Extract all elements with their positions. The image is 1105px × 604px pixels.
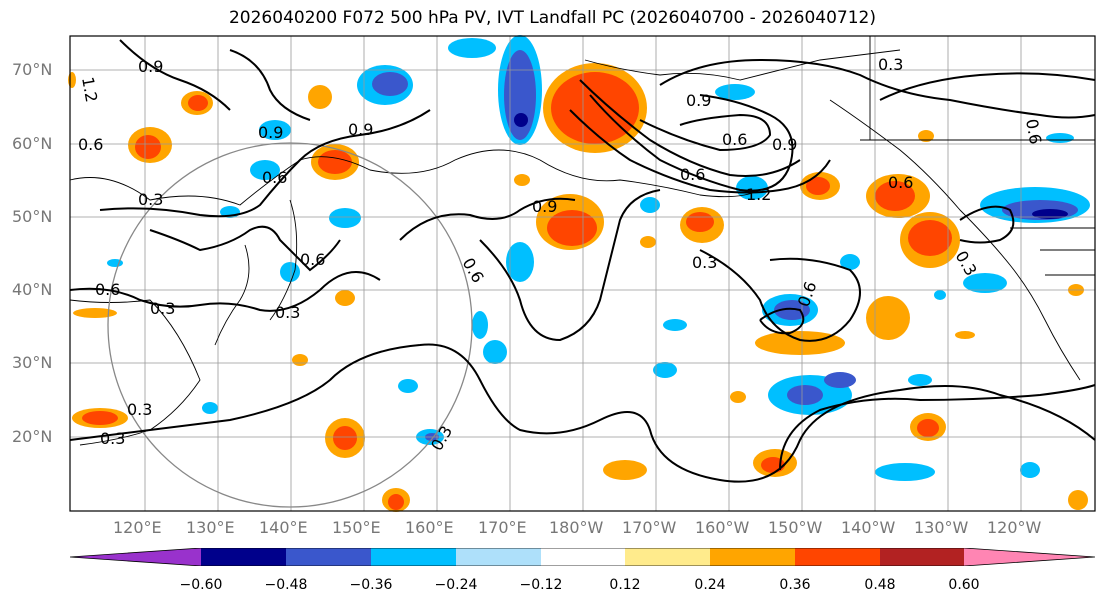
pv-contours (69, 39, 1096, 483)
colorbar-bin (625, 548, 710, 566)
contour-label: 0.9 (532, 197, 557, 216)
coastlines (69, 36, 1095, 446)
contour-label: 0.6 (300, 250, 325, 269)
lon-label: 150°W (768, 518, 823, 537)
contour-label: 0.6 (722, 130, 747, 149)
lon-label: 130°W (914, 518, 969, 537)
contour-label: 0.3 (100, 429, 125, 448)
contour-label: 0.9 (348, 120, 373, 139)
colorbar-tick-label: 0.24 (694, 577, 726, 593)
lon-label: 130°E (186, 518, 235, 537)
colorbar-tick-label: 0.48 (864, 577, 896, 593)
contour-label: 0.6 (680, 165, 705, 184)
colorbar-tick-label: −0.24 (434, 577, 478, 593)
colorbar-bin (201, 548, 286, 566)
lon-label: 160°E (405, 518, 454, 537)
lat-label: 70°N (12, 60, 53, 79)
chart-title: 2026040200 F072 500 hPa PV, IVT Landfall… (228, 8, 876, 28)
colorbar-tick-label: −0.48 (264, 577, 308, 593)
contour-label: 0.6 (95, 280, 120, 299)
lat-label: 60°N (12, 134, 53, 153)
lon-label: 160°W (695, 518, 750, 537)
colorbar-tick-label: −0.36 (349, 577, 393, 593)
contour-label: 0.9 (772, 135, 797, 154)
colorbar-extend-min (70, 548, 201, 566)
lat-label: 20°N (12, 427, 53, 446)
colorbar-extend-max (964, 548, 1095, 566)
contour-label: 0.9 (138, 57, 163, 76)
lon-label: 120°W (987, 518, 1042, 537)
lon-label: 120°E (113, 518, 162, 537)
lat-label: 50°N (12, 207, 53, 226)
contour-label: 0.9 (686, 91, 711, 110)
colorbar-tick-label: 0.12 (609, 577, 641, 593)
contour-label: 0.3 (127, 400, 152, 419)
contour-label: 1.2 (78, 75, 101, 103)
colorbar-tick-label: 0.36 (779, 577, 811, 593)
lon-label: 140°E (259, 518, 308, 537)
lat-label: 40°N (12, 280, 53, 299)
contour-label: 0.3 (275, 303, 300, 322)
colorbar-bin (541, 548, 625, 566)
contour-label: 0.3 (138, 190, 163, 209)
contour-label: 0.6 (888, 173, 913, 192)
contour-label: 0.3 (878, 55, 903, 74)
colorbar-tick-label: −0.60 (179, 577, 223, 593)
lon-label: 150°E (332, 518, 381, 537)
colorbar-bin (710, 548, 795, 566)
ivt-shading (68, 35, 1090, 512)
contour-label: 0.6 (262, 168, 287, 187)
range-circle (107, 142, 473, 508)
colorbar-tick-label: −0.12 (519, 577, 563, 593)
colorbar-bin (880, 548, 964, 566)
plot-frame (69, 35, 1096, 512)
colorbar-bin (456, 548, 541, 566)
contour-label: 0.6 (1022, 117, 1045, 145)
lon-label: 170°W (622, 518, 677, 537)
graticule (70, 36, 1095, 511)
contour-label: 0.9 (258, 123, 283, 142)
lon-label: 170°E (478, 518, 527, 537)
colorbar-bin (795, 548, 880, 566)
colorbar-tick-label: 0.60 (948, 577, 980, 593)
contour-label: 0.6 (78, 135, 103, 154)
colorbar-bin (371, 548, 456, 566)
contour-label: 1.2 (746, 185, 771, 204)
colorbar (70, 548, 1095, 566)
lat-label: 30°N (12, 353, 53, 372)
contour-label: 0.3 (692, 253, 717, 272)
lon-label: 140°W (841, 518, 896, 537)
contour-label: 0.3 (150, 299, 175, 318)
colorbar-bin (286, 548, 371, 566)
lon-label: 180°W (549, 518, 604, 537)
